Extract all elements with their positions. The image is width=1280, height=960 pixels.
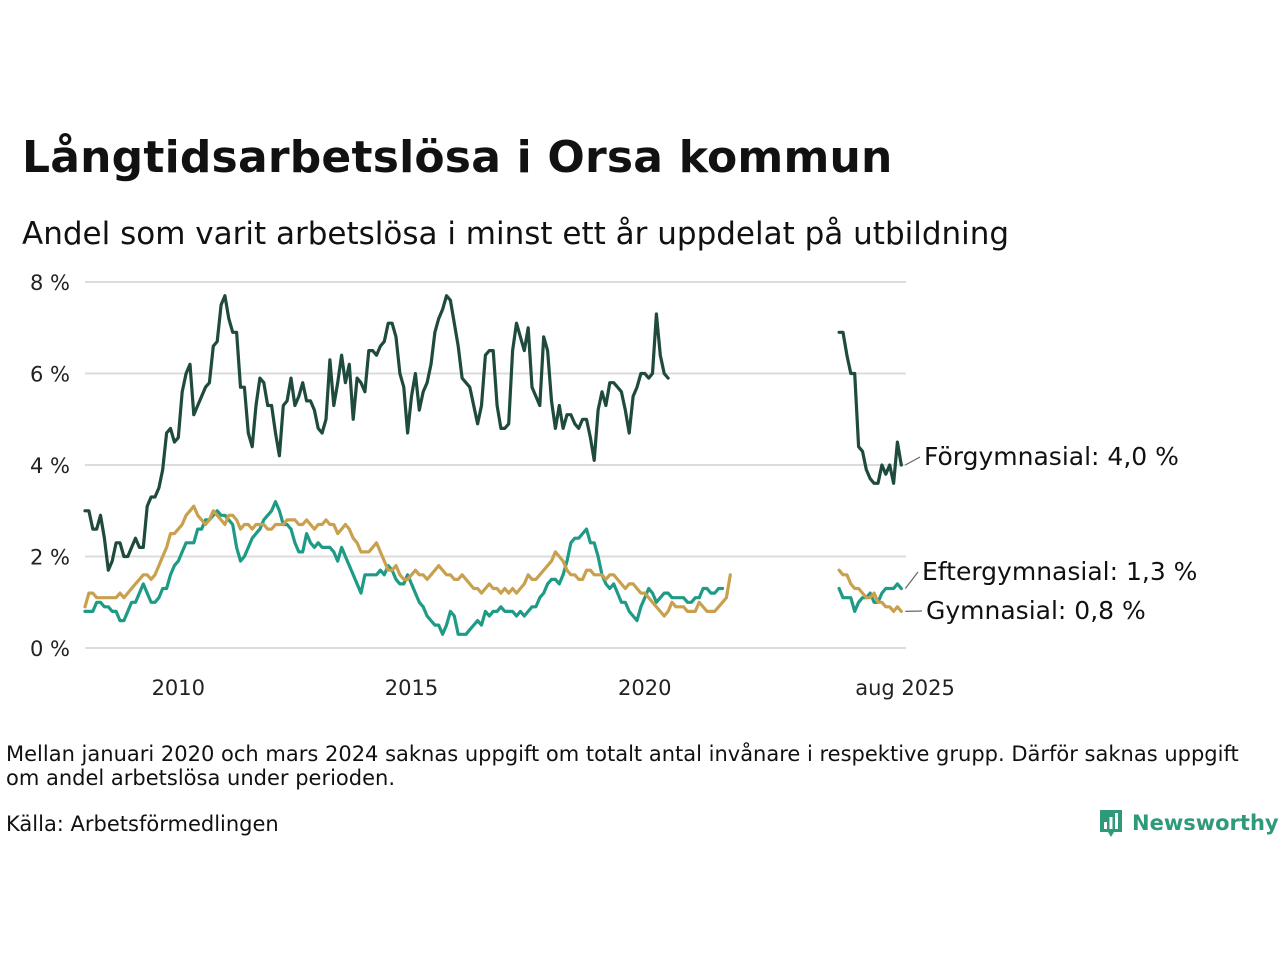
eftergymnasial-line bbox=[83, 500, 725, 636]
x-tick-label: 2015 bbox=[385, 676, 438, 700]
y-tick-label: 4 % bbox=[30, 454, 70, 478]
source-text: Källa: Arbetsförmedlingen bbox=[6, 812, 279, 836]
y-tick-label: 2 % bbox=[30, 546, 70, 570]
y-tick-label: 0 % bbox=[30, 637, 70, 661]
eftergymnasial-line bbox=[837, 582, 903, 613]
x-tick-label: 2020 bbox=[618, 676, 671, 700]
gymnasial-end-label: Gymnasial: 0,8 % bbox=[926, 596, 1146, 625]
bar-chart-icon bbox=[1100, 810, 1122, 837]
logo-text: Newsworthy bbox=[1132, 811, 1279, 835]
förgymnasial-line bbox=[83, 294, 670, 572]
y-tick-label: 6 % bbox=[30, 363, 70, 387]
x-tick-label: 2010 bbox=[152, 676, 205, 700]
gymnasial-line bbox=[837, 568, 903, 613]
footnote: Mellan januari 2020 och mars 2024 saknas… bbox=[6, 742, 1239, 790]
label-connector bbox=[904, 571, 919, 589]
förgymnasial-line bbox=[837, 330, 903, 485]
chart-title: Långtidsarbetslösa i Orsa kommun bbox=[22, 132, 893, 183]
förgymnasial-end-label: Förgymnasial: 4,0 % bbox=[924, 442, 1179, 471]
y-tick-label: 8 % bbox=[30, 271, 70, 295]
eftergymnasial-end-label: Eftergymnasial: 1,3 % bbox=[922, 557, 1197, 586]
x-tick-label: aug 2025 bbox=[855, 676, 955, 700]
label-connector bbox=[905, 456, 921, 466]
chart-subtitle: Andel som varit arbetslösa i minst ett å… bbox=[22, 216, 1010, 252]
newsworthy-logo: Newsworthy bbox=[1098, 808, 1279, 838]
line-chart: 0 % 2 % 4 % 6 % 8 % 2010 2015 2020 aug 2025 Förgy… bbox=[30, 271, 1197, 700]
gymnasial-line bbox=[83, 504, 732, 618]
